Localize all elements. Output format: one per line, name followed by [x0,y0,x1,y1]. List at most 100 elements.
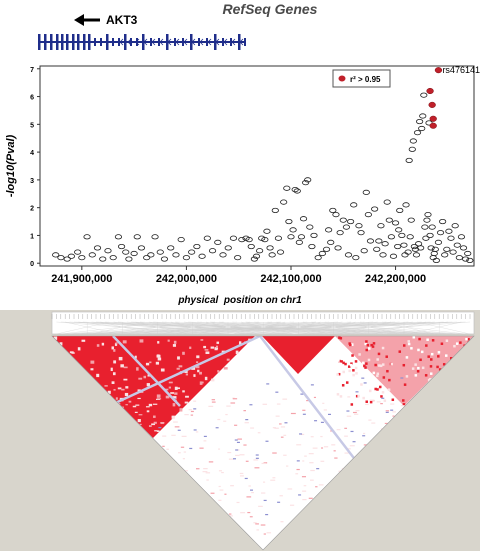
gene-exon [124,34,127,50]
ld-cell [345,350,348,353]
ld-cell [296,468,300,471]
snp-point [421,224,429,230]
snp-point [423,217,431,223]
ld-cell-missing [298,494,302,496]
snp-point [391,220,400,226]
ld-cell [145,362,150,366]
snp-point [466,257,474,264]
ld-cell [355,398,358,401]
ld-cell [367,347,371,350]
ld-cell [211,378,215,382]
marker-connector [205,321,259,335]
ld-cell [199,371,202,375]
gene-exon [38,34,41,50]
ld-cell [382,376,386,379]
ld-cell [352,373,355,377]
snp-point [404,249,412,255]
ld-cell [204,349,209,351]
marker-connector [56,321,110,335]
ld-cell [302,490,307,492]
ld-cell-missing [177,429,181,431]
marker-connector [135,321,295,335]
ld-cell [381,346,385,350]
ld-cell [208,405,214,407]
ld-cell [364,342,367,346]
ld-cell [210,346,215,349]
ld-cell [436,365,439,369]
marker-connector [144,321,409,335]
legend-label: r² > 0.95 [350,75,381,84]
ld-cell [363,364,366,368]
ld-cell [227,451,232,454]
ld-cell [383,399,387,402]
ld-cell [445,339,449,342]
gene-strand-marker [183,38,188,46]
ld-cell [380,403,383,405]
ld-cell [315,486,318,488]
ld-cell [155,361,160,365]
snp-point [276,249,285,255]
ld-cell [138,377,143,380]
ld-cell [376,401,381,403]
ld-cell [308,453,314,455]
ld-cell [427,378,431,382]
ld-cell [197,369,200,373]
data-points [52,67,474,264]
ld-cell [230,485,234,487]
ld-cell [354,413,359,415]
snp-point [409,138,417,144]
snp-point [420,92,428,98]
snp-point-high-ld [429,122,437,129]
ld-cell [253,459,259,461]
snp-point [238,237,246,243]
marker-connector [245,321,457,335]
snp-point [167,245,175,251]
gene-exon [158,38,160,46]
marker-connector [69,321,281,335]
marker-connector [342,321,449,335]
ld-cell [218,470,223,472]
ld-cell [223,367,228,370]
ld-cell [154,430,158,432]
ld-cell [360,383,363,386]
y-tick-label: 0 [30,261,34,268]
ld-cell [59,342,63,346]
snp-point [306,224,314,230]
snp-point [381,241,389,247]
snp-point [208,248,217,254]
ld-block-boundary [259,336,361,467]
marker-connector [65,321,224,335]
snp-point [74,249,82,255]
ld-cell [193,400,197,402]
ld-cell [270,479,276,481]
ld-cell [285,465,289,467]
ld-cell [266,532,272,534]
snp-point [325,227,333,233]
gene-strand-marker [119,38,124,46]
ld-cell [368,419,372,421]
ld-cell [196,355,200,359]
ld-cell [280,426,286,428]
ld-cell [239,472,244,475]
y-tick-label: 7 [30,67,34,74]
snp-point [88,252,96,258]
gene-exon [214,34,217,50]
ld-cell [196,468,200,470]
ld-cell [206,479,209,481]
ld-cell [218,499,222,501]
ld-cell [352,369,355,372]
ld-cell [180,446,185,448]
ld-cell-missing [355,391,359,393]
ld-cell [437,351,441,354]
gene-exon [56,34,59,50]
ld-cell [301,476,307,478]
ld-cell [374,387,377,391]
marker-connector [241,321,400,335]
snp-point [318,250,326,257]
snp-point [274,235,283,241]
ld-cell [371,422,376,424]
ld-cell [425,344,428,347]
ld-cell-missing [385,411,389,413]
marker-connector [139,321,352,335]
ld-cell [113,360,117,364]
